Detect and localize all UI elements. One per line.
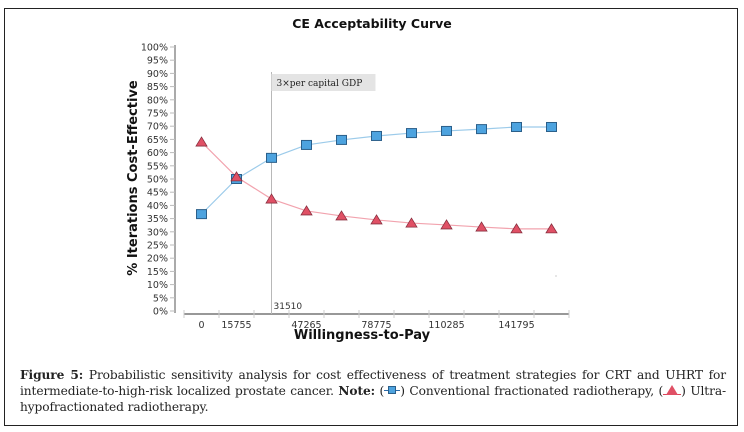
uhrt-point xyxy=(265,193,278,204)
y-tick-label: 100% xyxy=(141,43,168,54)
legend-triangle-marker-icon xyxy=(663,385,682,396)
caption-text: Probabilistic sensitivity analysis for c… xyxy=(20,368,726,398)
annotation-box xyxy=(271,74,376,91)
y-tick-label: 40% xyxy=(147,201,168,212)
chart-title: CE Acceptability Curve xyxy=(292,16,452,31)
note-label: Note: xyxy=(338,384,376,398)
crt-point xyxy=(371,130,382,141)
x-tick-label: 47265 xyxy=(291,320,321,331)
y-tick-label: 5% xyxy=(153,293,168,304)
x-tick-label: 78775 xyxy=(361,320,391,331)
y-tick-label: 95% xyxy=(147,56,168,67)
y-tick-label: 25% xyxy=(147,241,168,252)
ceac-chart: CE Acceptability Curve % Iterations Cost… xyxy=(126,16,570,343)
reference-value-label: 31510 xyxy=(274,302,303,312)
y-tick-label: 10% xyxy=(147,280,168,291)
y-tick-label: 70% xyxy=(147,122,168,133)
x-axis-label: Willingness-to-Pay xyxy=(294,328,431,343)
crt-point xyxy=(441,125,452,136)
crt-point xyxy=(336,134,347,145)
uhrt-point xyxy=(335,210,348,221)
crt-point xyxy=(511,121,522,132)
y-tick-label: 90% xyxy=(147,69,168,80)
y-tick-label: 50% xyxy=(147,175,168,186)
figure-label: Figure 5: xyxy=(20,368,84,382)
crt-point xyxy=(301,139,312,150)
reference-line-group: 3×per capital GDP 31510 xyxy=(271,72,376,314)
x-tick-label: 15755 xyxy=(221,320,251,331)
crt-point xyxy=(546,121,557,132)
y-tick-label: 35% xyxy=(147,214,168,225)
crt-point xyxy=(266,152,277,163)
series-group xyxy=(195,121,558,277)
uhrt-point xyxy=(440,219,453,230)
y-tick-label: 55% xyxy=(147,161,168,172)
uhrt-point xyxy=(475,221,488,232)
crt-point xyxy=(476,124,487,135)
crt-point xyxy=(196,209,207,220)
y-tick-label: 60% xyxy=(147,148,168,159)
x-tick-label: 0 xyxy=(198,320,204,331)
uhrt-point xyxy=(370,214,383,225)
x-tick-label: 110285 xyxy=(428,320,464,331)
y-axis: 0% 5% 10% 15% 20% 25% 30% 35% 40% 45% 50% 55% 60% 65%… xyxy=(141,43,176,318)
y-tick-label: 30% xyxy=(147,227,168,238)
x-axis: 0 15755 47265 78775 110285 141795 xyxy=(183,310,570,331)
y-tick-label: 20% xyxy=(147,254,168,265)
uhrt-point xyxy=(195,136,208,147)
legend-square-marker-icon xyxy=(384,386,401,396)
y-tick-label: 45% xyxy=(147,188,168,199)
uhrt-point xyxy=(510,223,523,234)
legend-uhrt-label: Ultra-hypofractionated radiotherapy. xyxy=(20,384,727,414)
y-tick-label: 0% xyxy=(153,307,168,318)
uhrt-point xyxy=(230,171,243,182)
y-tick-label: 15% xyxy=(147,267,168,278)
uhrt-point xyxy=(545,223,558,234)
annotation-label: 3×per capital GDP xyxy=(277,79,363,89)
y-axis-label: % Iterations Cost-Effective xyxy=(126,80,141,276)
x-tick-label: 141795 xyxy=(498,320,534,331)
y-tick-label: 65% xyxy=(147,135,168,146)
crt-point xyxy=(406,128,417,139)
y-tick-label: 75% xyxy=(147,109,168,120)
y-tick-label: 85% xyxy=(147,82,168,93)
uhrt-point xyxy=(300,205,313,216)
y-tick-label: 80% xyxy=(147,95,168,106)
legend-crt-label: Conventional fractionated radiotherapy, xyxy=(404,384,659,398)
figure-caption: Figure 5: Probabilistic sensitivity anal… xyxy=(20,368,727,414)
uhrt-point xyxy=(405,217,418,228)
